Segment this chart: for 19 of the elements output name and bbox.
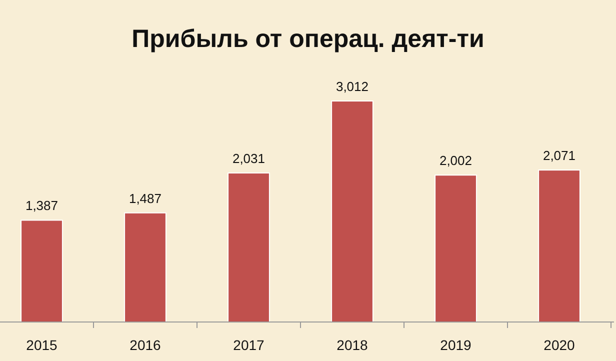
data-label: 1,487	[128, 190, 162, 206]
bar	[538, 170, 580, 322]
data-label: 2,071	[542, 148, 576, 164]
data-label: 2,002	[439, 153, 472, 168]
data-label: 3,012	[336, 79, 369, 94]
x-tick-label: 2017	[233, 337, 265, 353]
bar	[331, 100, 374, 322]
bar	[228, 172, 270, 322]
bar	[124, 212, 166, 322]
data-label: 1,387	[25, 198, 58, 214]
x-tick-label: 2016	[130, 337, 162, 353]
x-tick-label: 2015	[26, 337, 58, 353]
x-tick-label: 2019	[440, 337, 472, 353]
x-tick-label: 2018	[336, 337, 368, 353]
chart-title: Прибыль от операц. деят-ти	[132, 25, 484, 53]
bar	[20, 220, 63, 322]
data-label: 2,031	[232, 150, 266, 166]
x-tick-label: 2020	[544, 337, 576, 353]
bar	[434, 174, 477, 322]
